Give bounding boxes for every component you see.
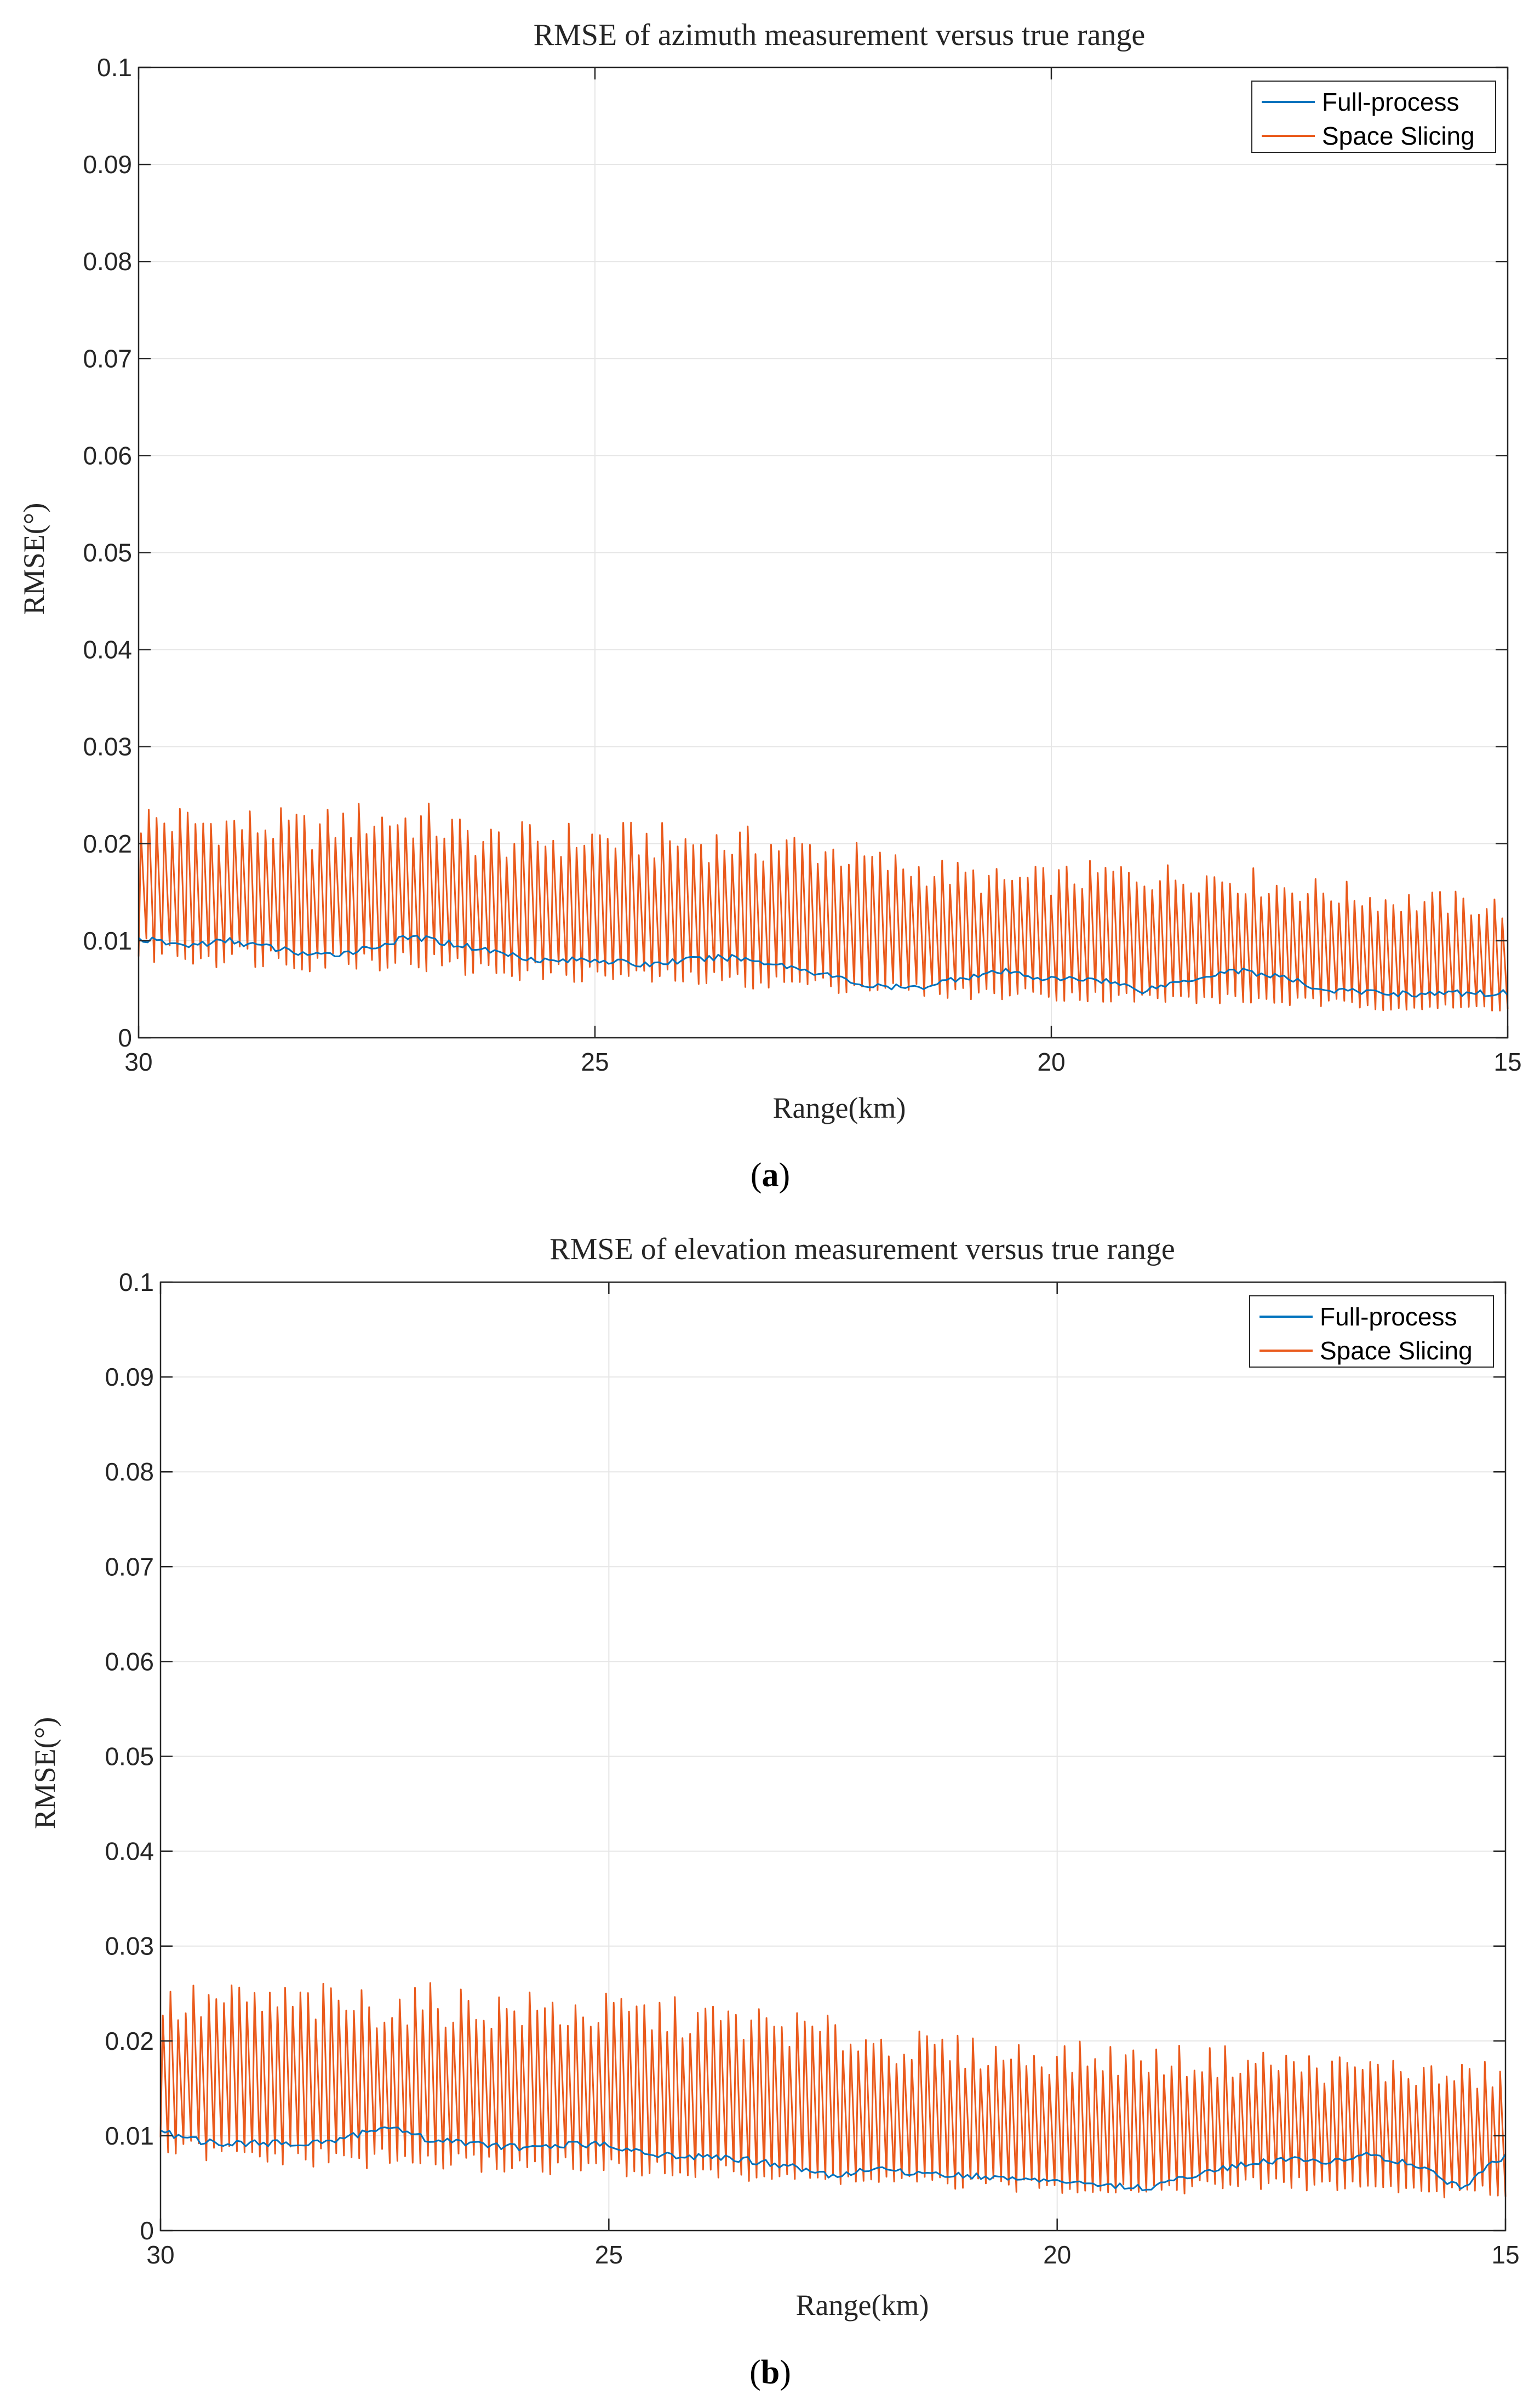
y-tick-label: 0.01 <box>83 927 132 955</box>
caption-a: (a) <box>751 1157 790 1194</box>
chart-title: RMSE of elevation measurement versus tru… <box>549 1232 1175 1266</box>
y-tick-label: 0.08 <box>83 247 132 276</box>
y-tick-label: 0.06 <box>105 1647 154 1676</box>
x-tick-label: 25 <box>595 2240 623 2269</box>
y-tick-label: 0.09 <box>105 1363 154 1391</box>
legend-label: Space Slicing <box>1320 1336 1473 1365</box>
y-tick-label: 0.02 <box>105 2027 154 2055</box>
series-full-process <box>138 935 1509 998</box>
y-tick-label: 0.03 <box>83 733 132 761</box>
chart-title: RMSE of azimuth measurement versus true … <box>534 18 1146 52</box>
panel-azimuth: RMSE of azimuth measurement versus true … <box>18 18 1522 1194</box>
y-tick-label: 0.08 <box>105 1457 154 1486</box>
y-tick-label: 0.1 <box>119 1268 154 1296</box>
y-tick-label: 0.04 <box>105 1837 154 1866</box>
y-tick-label: 0 <box>140 2216 154 2245</box>
x-tick-label: 30 <box>124 1048 152 1076</box>
x-tick-label: 25 <box>581 1048 609 1076</box>
grid <box>139 67 1508 1038</box>
panel-elevation: RMSE of elevation measurement versus tru… <box>28 1232 1520 2391</box>
y-tick-label: 0.1 <box>97 53 132 82</box>
y-tick-label: 0.06 <box>83 441 132 470</box>
y-axis-label: RMSE(°) <box>28 1717 61 1830</box>
legend-box <box>1249 1295 1494 1368</box>
y-tick-label: 0.09 <box>83 150 132 179</box>
y-tick-label: 0.02 <box>83 830 132 858</box>
y-axis-label: RMSE(°) <box>18 503 50 615</box>
y-tick-label: 0.07 <box>83 344 132 373</box>
x-tick-label: 30 <box>146 2240 174 2269</box>
caption-letter: a <box>762 1157 779 1194</box>
y-tick-label: 0.04 <box>83 636 132 664</box>
legend-label: Full-process <box>1322 88 1459 116</box>
legend-box <box>1251 81 1496 153</box>
y-tick-label: 0.07 <box>105 1552 154 1581</box>
y-tick-label: 0.03 <box>105 1932 154 1960</box>
x-axis-label: Range(km) <box>796 2289 929 2322</box>
legend-label: Space Slicing <box>1322 122 1475 150</box>
legend-label: Full-process <box>1320 1302 1457 1331</box>
caption-letter: b <box>761 2354 780 2391</box>
y-tick-label: 0 <box>118 1024 132 1052</box>
x-tick-label: 20 <box>1037 1048 1065 1076</box>
y-tick-label: 0.05 <box>83 539 132 567</box>
x-tick-label: 15 <box>1491 2240 1519 2269</box>
legend: Full-process Space Slicing <box>1249 1295 1494 1368</box>
x-tick-label: 20 <box>1043 2240 1071 2269</box>
y-tick-label: 0.05 <box>105 1742 154 1771</box>
series-space-slicing <box>138 802 1509 1011</box>
caption-b: (b) <box>749 2354 791 2391</box>
x-tick-label: 15 <box>1493 1048 1521 1076</box>
series-full-process <box>160 2126 1507 2192</box>
legend: Full-process Space Slicing <box>1251 81 1496 153</box>
x-axis-label: Range(km) <box>773 1091 906 1124</box>
y-tick-label: 0.01 <box>105 2122 154 2150</box>
